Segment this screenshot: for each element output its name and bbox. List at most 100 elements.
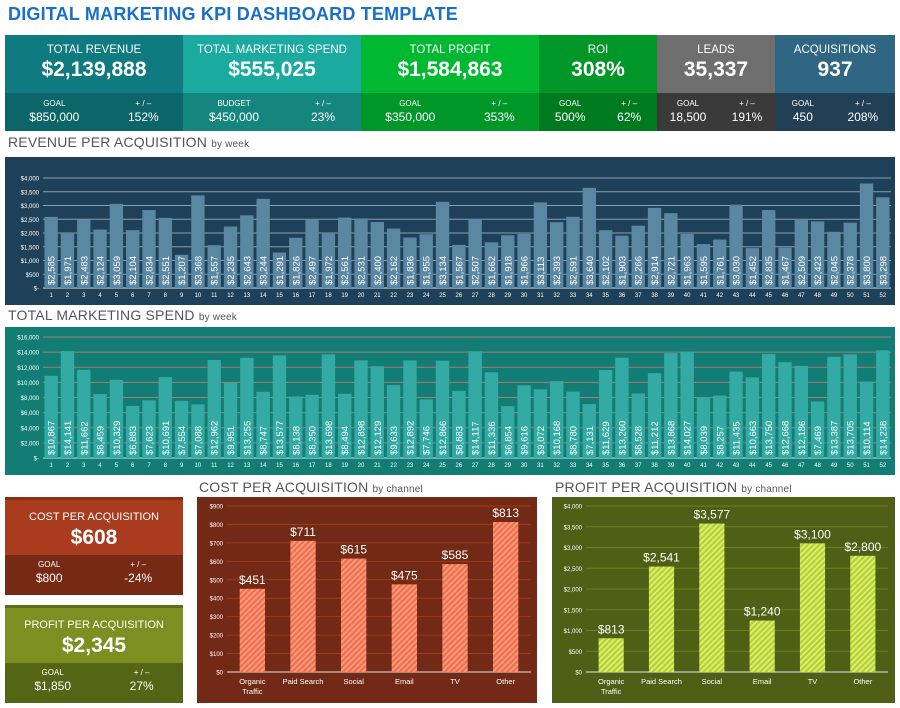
y-tick-label: $12,000	[17, 366, 39, 372]
kpi-value: 35,337	[683, 58, 749, 81]
x-tick-label: 52	[880, 293, 887, 299]
x-tick-label: 38	[651, 463, 658, 469]
x-tick-label: 3	[82, 293, 86, 299]
kpi-goal: 18,500	[669, 110, 707, 124]
bar	[794, 365, 808, 458]
x-tick-label: Organic Traffic	[239, 677, 266, 696]
bar	[778, 247, 792, 288]
x-tick-label: 47	[798, 293, 805, 299]
bar	[240, 357, 254, 458]
bar	[452, 390, 466, 458]
x-tick-label: 28	[488, 463, 495, 469]
x-tick-label: 7	[147, 293, 151, 299]
x-tick-label: Social	[702, 677, 723, 686]
x-tick-label: 33	[570, 463, 577, 469]
bar	[799, 543, 826, 672]
bar	[876, 197, 890, 288]
section-title: PROFIT PER ACQUISITION	[555, 479, 738, 495]
bar	[493, 522, 519, 672]
x-tick-label: 30	[521, 293, 528, 299]
data-label: $2,124	[96, 256, 107, 285]
y-tick-label: $0	[216, 671, 223, 677]
cpa-chart: $0 $100 $200 $300 $400 $500 $600 $700 $800 $900 $4…	[197, 497, 537, 703]
x-tick-label: 23	[407, 463, 414, 469]
x-tick-label: 19	[341, 293, 348, 299]
x-tick-label: 16	[292, 463, 299, 469]
bar	[272, 252, 287, 288]
kpi-diff-label: + / –	[491, 99, 508, 108]
x-tick-label: 46	[782, 463, 789, 469]
bar	[126, 230, 140, 288]
data-label: $3,368	[193, 256, 204, 285]
bar	[582, 187, 596, 288]
x-tick-label: 39	[668, 463, 675, 469]
data-label: $1,557	[210, 256, 221, 285]
x-tick-label: Email	[395, 677, 414, 686]
data-label: $3,030	[732, 256, 743, 285]
kpi-goal-label: GOAL	[43, 99, 66, 108]
x-tick-label: 20	[358, 293, 365, 299]
data-label: $3,134	[438, 256, 449, 285]
data-label: $1,467	[781, 256, 792, 285]
y-tick-label: $16,000	[17, 336, 39, 342]
diff-label: + / –	[133, 668, 150, 677]
data-label: $813	[492, 506, 519, 520]
data-label: $585	[442, 548, 469, 562]
x-tick-label: 24	[423, 463, 430, 469]
data-label: $12,892	[405, 421, 416, 455]
x-tick-label: 37	[635, 293, 642, 299]
data-label: $1,971	[63, 256, 74, 285]
bar	[827, 356, 841, 458]
kpi-tile: ROI 308% GOAL 500% + / – 62%	[539, 35, 657, 131]
ppa-diff: 27%	[129, 679, 154, 693]
kpi-tile: TOTAL REVENUE $2,139,888 GOAL $850,000 + / …	[5, 35, 183, 131]
ppa-value: $2,345	[61, 634, 127, 657]
kpi-diff: 208%	[847, 110, 879, 124]
x-tick-label: 29	[504, 293, 511, 299]
x-tick-label: 27	[472, 463, 479, 469]
data-label: $12,186	[797, 421, 808, 455]
y-tick-label: $4,000	[21, 177, 40, 183]
bar	[272, 355, 287, 458]
bar	[403, 237, 417, 288]
section-title: REVENUE PER ACQUISITION	[8, 134, 208, 150]
bar	[391, 584, 417, 672]
data-label: $13,698	[324, 421, 335, 455]
bar	[191, 404, 205, 458]
bar	[484, 242, 499, 288]
x-tick-label: 29	[504, 463, 511, 469]
data-label: $1,452	[748, 256, 759, 285]
y-tick-label: $2,500	[564, 567, 583, 573]
y-tick-label: $-	[34, 457, 39, 463]
data-label: $8,494	[340, 426, 351, 455]
x-tick-label: 23	[407, 293, 414, 299]
bar	[60, 351, 75, 458]
x-tick-label: 37	[635, 463, 642, 469]
data-label: $1,291	[275, 256, 286, 285]
y-tick-label: $4,000	[564, 505, 583, 511]
bar	[126, 405, 140, 458]
data-label: $9,616	[520, 426, 531, 455]
kpi-value: $2,139,888	[41, 58, 147, 81]
data-label: $14,027	[683, 421, 694, 455]
data-label: $10,329	[112, 421, 123, 455]
bar	[354, 218, 368, 288]
x-tick-label: 11	[211, 463, 218, 469]
y-tick-label: $3,000	[21, 204, 40, 210]
x-tick-label: 45	[765, 293, 772, 299]
y-tick-label: $3,000	[564, 546, 583, 552]
x-tick-label: 30	[521, 463, 528, 469]
kpi-label: ACQUISITIONS	[793, 44, 877, 56]
data-label: $11,629	[601, 421, 612, 455]
data-label: $2,835	[764, 256, 775, 285]
kpi-value: 308%	[571, 58, 625, 81]
data-label: $475	[391, 568, 418, 582]
bar	[386, 385, 401, 458]
kpi-tile: TOTAL MARKETING SPEND $555,025 BUDGET $450…	[183, 35, 361, 131]
kpi-diff-label: + / –	[135, 99, 152, 108]
x-tick-label: 18	[325, 293, 332, 299]
kpi-value: 937	[817, 58, 853, 81]
bar	[44, 375, 58, 458]
data-label: $13,577	[275, 421, 286, 455]
data-label: $8,257	[715, 426, 726, 455]
